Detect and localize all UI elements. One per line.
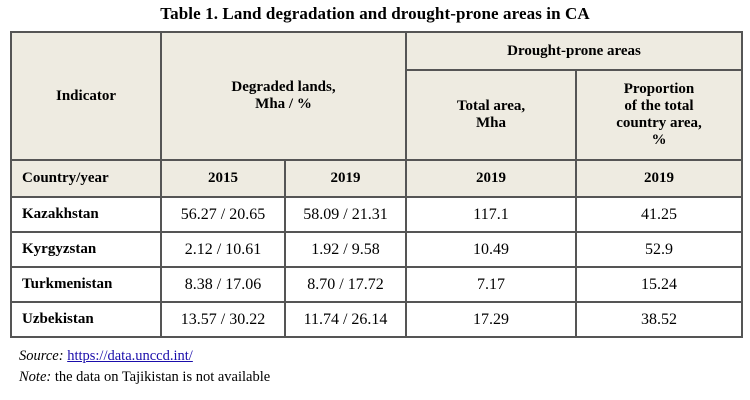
note-text: the data on Tajikistan is not available [54,369,271,385]
degraded-2019-cell: 8.70 / 17.72 [284,266,407,303]
degraded-2015-cell: 56.27 / 20.65 [160,196,286,233]
total-area-cell: 117.1 [405,196,577,233]
source-label: Source: [19,348,64,364]
header-drought-prone-areas: Drought-prone areas [404,31,744,71]
note-label: Note: [19,369,52,385]
header-row-1: Indicator Degraded lands, Mha / % Drough… [10,31,744,161]
data-table: Indicator Degraded lands, Mha / % Drough… [10,31,744,338]
degraded-2015-cell: 8.38 / 17.06 [160,266,286,303]
header-year: 2019 [284,159,407,198]
table-row: Uzbekistan 13.57 / 30.22 11.74 / 26.14 1… [10,301,744,338]
header-country-year: Country/year [10,159,162,198]
country-cell: Turkmenistan [10,266,162,303]
table-row: Kazakhstan 56.27 / 20.65 58.09 / 21.31 1… [10,196,744,233]
header-total-area: Total area, Mha [405,69,577,161]
table-row: Kyrgyzstan 2.12 / 10.61 1.92 / 9.58 10.4… [10,231,744,268]
source-line: Source: https://data.unccd.int/ [19,346,270,367]
table-notes: Source: https://data.unccd.int/ Note: th… [19,346,270,388]
proportion-cell: 38.52 [574,301,744,338]
header-year-row: Country/year 2015 2019 2019 2019 [10,159,744,198]
header-indicator: Indicator [10,31,162,161]
proportion-cell: 41.25 [574,196,744,233]
total-area-cell: 17.29 [405,301,577,338]
total-area-cell: 10.49 [405,231,577,268]
degraded-2019-cell: 58.09 / 21.31 [284,196,407,233]
total-area-cell: 7.17 [405,266,577,303]
degraded-2015-cell: 13.57 / 30.22 [160,301,286,338]
header-year: 2019 [405,159,577,198]
header-year: 2019 [574,159,744,198]
header-degraded-lands: Degraded lands, Mha / % [160,31,407,161]
proportion-cell: 52.9 [574,231,744,268]
table-row: Turkmenistan 8.38 / 17.06 8.70 / 17.72 7… [10,266,744,303]
note-line: Note: the data on Tajikistan is not avai… [19,367,270,388]
degraded-2019-cell: 1.92 / 9.58 [284,231,407,268]
country-cell: Kyrgyzstan [10,231,162,268]
proportion-cell: 15.24 [574,266,744,303]
header-proportion: Proportion of the total country area, % [574,69,744,161]
header-year: 2015 [160,159,286,198]
header-row-2: Total area, Mha Proportion of the total … [11,69,744,161]
country-cell: Kazakhstan [10,196,162,233]
degraded-2019-cell: 11.74 / 26.14 [284,301,407,338]
degraded-2015-cell: 2.12 / 10.61 [160,231,286,268]
country-cell: Uzbekistan [10,301,162,338]
source-link[interactable]: https://data.unccd.int/ [67,348,193,364]
table-title: Table 1. Land degradation and drought-pr… [160,4,590,23]
